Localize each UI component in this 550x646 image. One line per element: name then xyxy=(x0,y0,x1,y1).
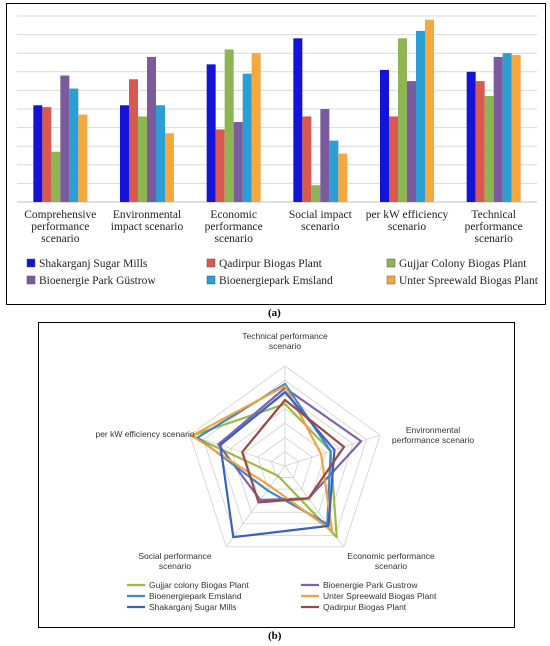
bar-4-5 xyxy=(502,53,512,203)
bar-legend-swatch xyxy=(386,275,396,285)
bar-legend-swatch xyxy=(26,258,36,268)
radar-chart: Technical performance scenario Environment… xyxy=(95,331,474,612)
bar-legend-label: Shakarganj Sugar Mills xyxy=(39,258,148,270)
radar-spoke xyxy=(225,465,286,548)
bar-4-1 xyxy=(156,105,165,202)
bar-2-3 xyxy=(311,185,321,202)
bar-1-3 xyxy=(302,116,312,202)
bar-1-1 xyxy=(129,79,138,202)
radar-ring xyxy=(230,408,340,513)
bar-5-0 xyxy=(78,114,88,202)
radar-spoke xyxy=(189,434,286,467)
bar-legend-label: Bioenergiepark Emsland xyxy=(219,275,333,287)
bar-3-0 xyxy=(60,75,70,202)
bar-category-label: Social impact scenario xyxy=(289,209,353,233)
bar-2-4 xyxy=(398,38,407,202)
bar-4-2 xyxy=(242,73,252,202)
radar-axis-label: Environmental performance scenario xyxy=(392,425,474,445)
radar-series-5 xyxy=(241,398,346,504)
bar-2-2 xyxy=(224,49,234,203)
bar-1-0 xyxy=(42,107,52,202)
radar-axis-label: Technical performance scenario xyxy=(242,331,328,351)
bar-5-4 xyxy=(425,19,434,202)
bar-legend-swatch xyxy=(206,275,216,285)
radar-spoke xyxy=(284,434,381,467)
bar-category-label: Environmental impact scenario xyxy=(111,209,184,233)
bar-1-5 xyxy=(475,81,485,202)
bar-chart-panel: Comprehensive performance scenario Environm… xyxy=(6,3,546,305)
bar-2-5 xyxy=(484,95,494,202)
radar-ring xyxy=(203,379,367,536)
bar-5-3 xyxy=(338,153,348,202)
bar-0-1 xyxy=(120,105,129,202)
radar-axis-label: per kW efficiency scenario xyxy=(95,429,194,439)
bar-3-4 xyxy=(407,81,416,202)
bar-0-0 xyxy=(33,105,43,202)
bar-chart: Comprehensive performance scenario Environm… xyxy=(17,15,539,287)
bar-0-2 xyxy=(206,64,216,202)
bar-4-3 xyxy=(329,140,339,202)
bar-legend-swatch xyxy=(206,258,216,268)
bar-1-4 xyxy=(389,116,398,202)
caption-a: (a) xyxy=(268,307,281,319)
radar-chart-panel: Technical performance scenario Environment… xyxy=(38,322,515,628)
radar-series-4 xyxy=(219,390,336,539)
bar-5-5 xyxy=(511,55,521,203)
radar-ring xyxy=(257,436,313,490)
radar-legend-label: Bioenergie Park Gustrow xyxy=(323,580,418,590)
bar-legend-swatch xyxy=(386,258,396,268)
bar-3-2 xyxy=(233,122,243,202)
bar-0-4 xyxy=(380,69,389,202)
radar-legend-label: Gujjar colony Biogas Plant xyxy=(149,580,249,590)
radar-series-3 xyxy=(190,384,334,532)
bar-legend-label: Gujjar Colony Biogas Plant xyxy=(399,258,527,270)
bar-legend-label: Bioenergie Park Güstrow xyxy=(39,275,156,287)
bar-legend-label: Qadirpur Biogas Plant xyxy=(219,258,323,270)
radar-legend-label: Unter Spreewald Biogas Plant xyxy=(323,591,437,601)
radar-legend-label: Qadirpur Biogas Plant xyxy=(323,602,407,612)
bar-0-3 xyxy=(293,38,303,202)
bar-category-label: Economic performance scenario xyxy=(205,209,263,245)
bar-category-label: per kW efficiency scenario xyxy=(366,209,449,233)
radar-ring xyxy=(189,365,381,548)
radar-series-2 xyxy=(196,382,332,526)
bar-2-0 xyxy=(51,151,61,202)
bar-3-5 xyxy=(493,56,503,202)
bar-legend-swatch xyxy=(26,275,36,285)
radar-axis-label: Economic performance scenario xyxy=(347,551,435,571)
bar-2-1 xyxy=(138,116,147,202)
caption-b: (b) xyxy=(268,630,282,642)
bar-category-label: Comprehensive performance scenario xyxy=(24,209,96,245)
radar-axis-label: Social performance scenario xyxy=(138,551,212,571)
bar-1-2 xyxy=(215,129,225,202)
radar-legend-label: Bioenergiepark Emsland xyxy=(149,591,242,601)
radar-ring xyxy=(270,451,300,478)
bar-4-4 xyxy=(416,30,425,202)
bar-5-1 xyxy=(165,133,174,202)
bar-category-label: Technical performance scenario xyxy=(465,209,523,245)
bar-0-5 xyxy=(466,71,476,202)
bar-5-2 xyxy=(251,53,261,203)
bar-4-0 xyxy=(69,88,79,202)
bar-legend-label: Unter Spreewald Biogas Plant xyxy=(399,275,539,287)
bar-3-3 xyxy=(320,109,330,202)
bar-3-1 xyxy=(147,56,156,202)
radar-legend-label: Shakarganj Sugar Mills xyxy=(149,602,236,612)
